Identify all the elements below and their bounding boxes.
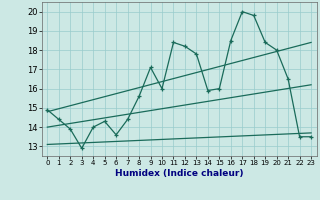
X-axis label: Humidex (Indice chaleur): Humidex (Indice chaleur) [115, 169, 244, 178]
